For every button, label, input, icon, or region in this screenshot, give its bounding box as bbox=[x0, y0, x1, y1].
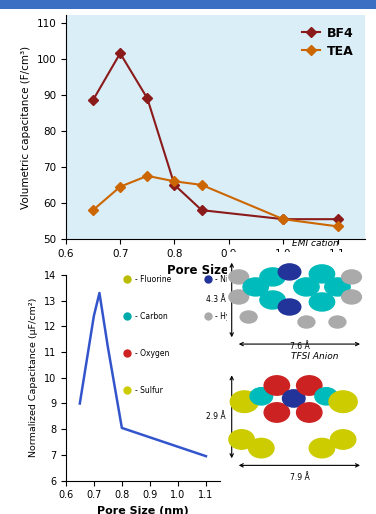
Circle shape bbox=[264, 376, 290, 395]
Text: EMI cation: EMI cation bbox=[291, 239, 338, 248]
Text: 7.9 Å: 7.9 Å bbox=[290, 473, 309, 482]
Circle shape bbox=[250, 388, 273, 405]
Text: 4.3 Å: 4.3 Å bbox=[206, 296, 226, 304]
Circle shape bbox=[229, 290, 249, 304]
Circle shape bbox=[309, 293, 335, 311]
Text: - Carbon: - Carbon bbox=[135, 311, 168, 321]
Circle shape bbox=[315, 388, 338, 405]
Text: - Nitrogen: - Nitrogen bbox=[215, 274, 254, 284]
Circle shape bbox=[229, 430, 254, 449]
Circle shape bbox=[329, 316, 346, 328]
Circle shape bbox=[282, 390, 305, 407]
Legend: BF4, TEA: BF4, TEA bbox=[297, 22, 358, 63]
Text: - Oxygen: - Oxygen bbox=[135, 348, 170, 358]
Circle shape bbox=[329, 391, 357, 412]
Circle shape bbox=[297, 376, 322, 395]
Text: - Hydrogen: - Hydrogen bbox=[215, 311, 258, 321]
Y-axis label: Volumetric capacitance (F/cm³): Volumetric capacitance (F/cm³) bbox=[21, 46, 31, 209]
Circle shape bbox=[331, 430, 356, 449]
Circle shape bbox=[342, 290, 361, 304]
Circle shape bbox=[325, 278, 350, 296]
Text: 7.6 Å: 7.6 Å bbox=[290, 342, 309, 351]
Circle shape bbox=[298, 316, 315, 328]
Text: 2.9 Å: 2.9 Å bbox=[206, 412, 226, 421]
Circle shape bbox=[240, 311, 257, 323]
Text: - Fluorine: - Fluorine bbox=[135, 274, 171, 284]
Text: - Sulfur: - Sulfur bbox=[135, 386, 163, 395]
Circle shape bbox=[309, 265, 335, 283]
Circle shape bbox=[278, 299, 301, 315]
X-axis label: Pore Size (nm): Pore Size (nm) bbox=[97, 506, 189, 514]
Circle shape bbox=[243, 278, 268, 296]
X-axis label: Pore Size (nm): Pore Size (nm) bbox=[167, 264, 264, 277]
Circle shape bbox=[309, 438, 335, 458]
Circle shape bbox=[297, 403, 322, 422]
Text: TFSI Anion: TFSI Anion bbox=[291, 352, 339, 361]
Circle shape bbox=[260, 291, 285, 309]
Circle shape bbox=[230, 391, 259, 412]
Circle shape bbox=[260, 268, 285, 286]
Circle shape bbox=[249, 438, 274, 458]
Circle shape bbox=[342, 270, 361, 284]
Circle shape bbox=[294, 278, 319, 296]
Circle shape bbox=[264, 403, 290, 422]
Circle shape bbox=[229, 270, 249, 284]
Circle shape bbox=[278, 264, 301, 280]
Y-axis label: Normalized Capacitance (μF/cm²): Normalized Capacitance (μF/cm²) bbox=[29, 298, 38, 457]
